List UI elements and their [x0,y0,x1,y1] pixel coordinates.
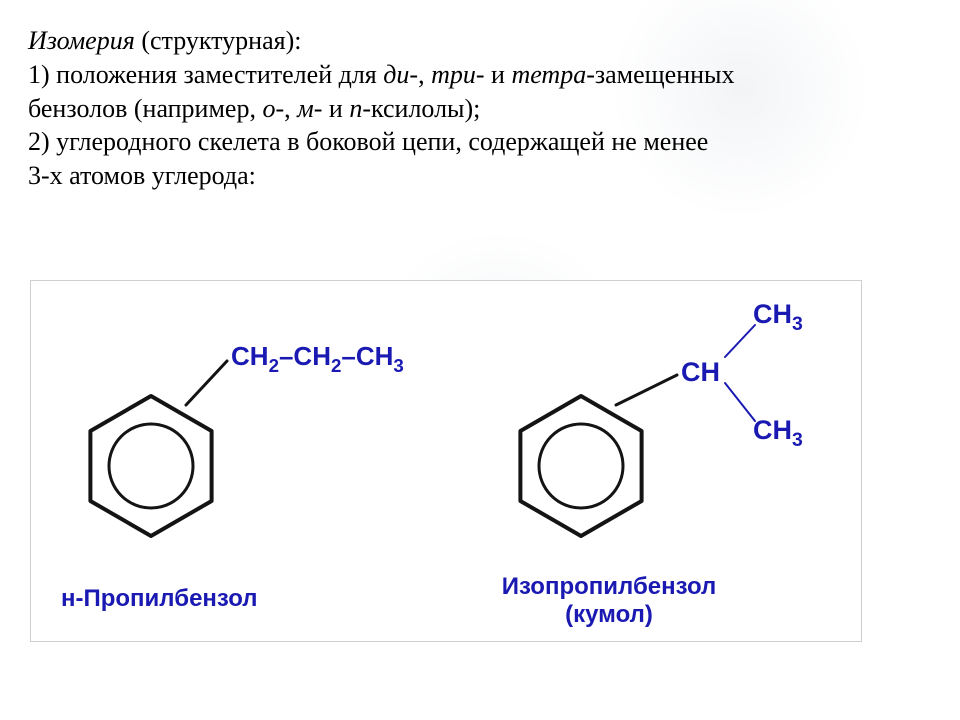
slide-root: Изомерия (структурная): 1) положения зам… [0,0,960,720]
line-5: 3-х атомов углерода: [28,159,932,193]
left-caption: н-Пропилбензол [61,585,258,613]
line-1: Изомерия (структурная): [28,24,932,58]
l2-pre: 1) положения заместителей для [28,60,383,89]
l3-tail: ксилолы); [371,94,480,123]
l2-tetra: тетра- [511,60,594,89]
line-4: 2) углеродного скелета в боковой цепи, с… [28,125,932,159]
right-ch-formula: CH [681,357,720,388]
l2-di: ди- [383,60,418,89]
left-chain-formula: CH2–CH2–CH3 [231,341,404,372]
right-caption-l2: (кумол) [479,601,739,629]
l3-s2: и [322,94,349,123]
l3-s1: , [284,94,297,123]
l3-m: м- [297,94,322,123]
l3-p: п- [349,94,371,123]
left-caption-l1: н-Пропилбензол [61,585,258,613]
right-ch3-top-formula: CH3 [753,299,803,330]
l2-s1: , [418,60,431,89]
right-caption: Изопропилбензол (кумол) [479,573,739,629]
title-tail: (структурная): [135,26,302,55]
figure-panel: CH2–CH2–CH3 н-Пропилбензол CH CH3 CH3 Из… [30,280,862,642]
l3-pre: бензолов (например, [28,94,262,123]
right-caption-l1: Изопропилбензол [479,573,739,601]
l2-tri: три- [431,60,484,89]
l2-tail: замещенных [595,60,735,89]
text-block: Изомерия (структурная): 1) положения зам… [28,24,932,193]
line-3: бензолов (например, о-, м- и п-ксилолы); [28,92,932,126]
title-head: Изомерия [28,26,135,55]
l2-s2: и [485,60,512,89]
l3-o: о- [262,94,284,123]
right-ch3-bot-formula: CH3 [753,415,803,446]
line-2: 1) положения заместителей для ди-, три- … [28,58,932,92]
